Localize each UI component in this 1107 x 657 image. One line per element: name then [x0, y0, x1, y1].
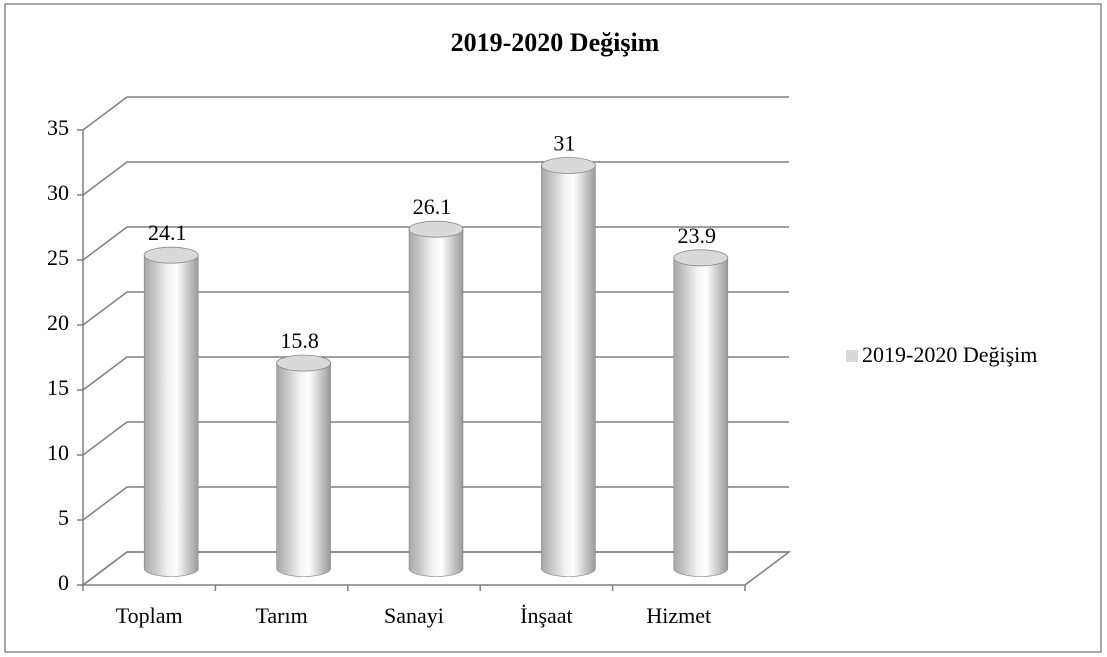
x-tick-label: Tarım [255, 603, 307, 628]
cylinder-top [276, 354, 332, 372]
value-label: 24.1 [148, 220, 187, 245]
cylinder-top [143, 246, 199, 264]
value-label: 23.9 [678, 223, 717, 248]
y-tick-label: 10 [47, 440, 69, 465]
x-tick-label: İnşaat [520, 603, 573, 628]
cylinder-body [541, 165, 596, 577]
y-tick-label: 0 [58, 570, 69, 595]
legend-swatch [846, 350, 858, 362]
x-tick-label: Sanayi [384, 603, 444, 628]
cylinder-body [143, 254, 199, 577]
chart-title: 2019-2020 Değişim [451, 28, 660, 57]
x-tick-label: Toplam [116, 603, 183, 628]
x-tick-label: Hizmet [646, 603, 711, 628]
y-tick-label: 20 [47, 310, 69, 335]
cylinder-body [276, 362, 331, 577]
grid-line [82, 96, 789, 131]
cylinder-top [541, 157, 596, 174]
y-tick-label: 35 [47, 115, 69, 140]
y-tick-label: 30 [47, 180, 69, 205]
value-label: 31 [553, 131, 575, 156]
cylinder-top [408, 220, 464, 238]
value-label: 15.8 [280, 328, 319, 353]
y-tick-label: 5 [58, 505, 69, 530]
y-tick-label: 15 [47, 375, 69, 400]
cylinder-top [673, 249, 729, 267]
y-tick-label: 25 [47, 245, 69, 270]
cylinder-body [408, 228, 464, 577]
cylinder-body [673, 257, 729, 577]
legend-label: 2019-2020 Değişim [862, 342, 1037, 367]
value-label: 26.1 [413, 194, 452, 219]
